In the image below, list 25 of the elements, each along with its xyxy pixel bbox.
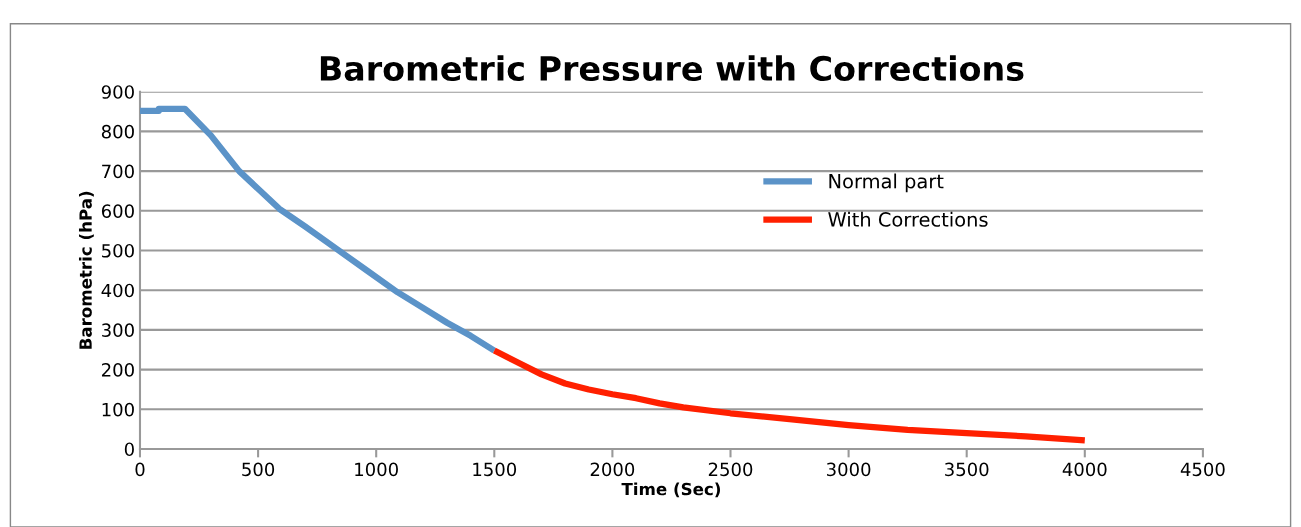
x-tick-label: 500 [242,462,275,477]
y-tick-label: 100 [102,402,134,417]
chart-title: Barometric Pressure with Corrections [320,55,1024,82]
x-tick-label: 1000 [355,462,398,477]
y-tick-label: 800 [101,124,134,139]
y-tick-label: 300 [102,323,134,338]
x-axis-title: Time (Sec) [621,482,720,498]
x-tick-label: 0 [135,462,145,477]
x-tick-label: 3000 [827,462,871,477]
x-tick-label: 2000 [590,462,635,477]
y-tick-label: 400 [101,283,134,298]
y-tick-label: 500 [102,243,134,258]
x-tick-label: 2500 [708,462,753,477]
y-tick-label: 600 [101,204,134,218]
x-tick-label: 4500 [1180,462,1225,477]
y-tick-label: 200 [101,363,134,377]
y-tick-label: 700 [102,164,134,179]
y-tick-label: 900 [101,85,134,99]
y-axis-title: Barometric (hPa) [78,191,94,349]
x-tick-label: 4000 [1062,462,1107,477]
legend-label: With Corrections [828,211,988,227]
legend-label: Normal part [829,173,944,193]
x-tick-label: 1500 [473,462,517,477]
x-tick-label: 3500 [945,462,989,477]
y-tick-label: 0 [124,442,134,457]
